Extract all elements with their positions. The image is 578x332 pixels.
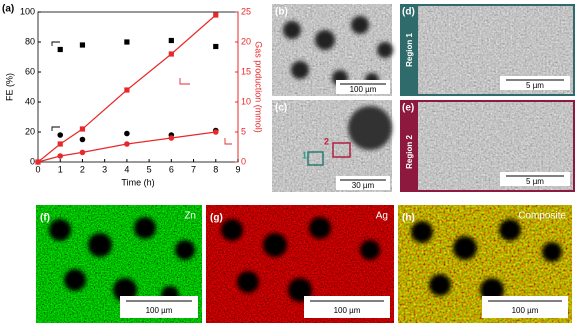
x-tick-label: 7	[191, 164, 196, 174]
square-marker	[57, 141, 63, 147]
square-marker	[168, 51, 174, 57]
square-marker	[213, 12, 219, 18]
series-line	[37, 131, 216, 163]
scale-label: 100 µm	[146, 306, 173, 315]
panel-label: (e)	[402, 103, 414, 114]
pointer-arrow	[51, 41, 60, 46]
y2-tick-label: 10	[241, 96, 251, 106]
x-tick-label: 0	[35, 164, 40, 174]
y-tick-label: 0	[30, 156, 35, 166]
scale-label: 100 µm	[512, 306, 539, 315]
circle-marker	[168, 135, 175, 141]
scale-label: 100 µm	[334, 306, 361, 315]
circle-marker	[79, 136, 86, 143]
series-line	[37, 14, 217, 163]
square-marker	[79, 126, 86, 132]
panel-label: (a)	[2, 4, 14, 15]
y2-axis-title: Gas production (mmol)	[254, 41, 264, 133]
eds-panel-f: 100 µm (f) Zn	[36, 205, 202, 323]
x-tick-label: 4	[124, 164, 129, 174]
panel-label: (b)	[275, 7, 288, 18]
region-marker: 2	[324, 136, 329, 146]
scale-label: 5 µm	[526, 177, 544, 186]
y-axis-title: FE (%)	[4, 73, 14, 101]
scale-label: 5 µm	[526, 81, 544, 90]
sem-panel-c: 1 2 30 µm (c)	[272, 100, 392, 192]
element-label: Ag	[376, 211, 388, 222]
sem-panel-b: 100 µm (b)	[272, 4, 393, 96]
y2-tick-label: 20	[241, 36, 251, 46]
sem-panel-e: Region 2 5 µm (e)	[400, 100, 575, 192]
x-tick-label: 6	[169, 164, 174, 174]
circle-marker	[57, 132, 64, 138]
square-marker	[57, 46, 63, 53]
x-tick-label: 8	[213, 164, 218, 174]
panel-label: (d)	[402, 7, 415, 18]
scale-label: 30 µm	[352, 181, 375, 190]
region-marker: 1	[302, 150, 307, 160]
pores	[49, 217, 195, 304]
eds-panel-g: 100 µm (g) Ag	[206, 205, 394, 323]
square-marker	[213, 43, 219, 50]
y-tick-label: 60	[25, 66, 35, 76]
square-marker	[124, 87, 130, 93]
plot-frame	[37, 11, 239, 163]
y2-tick-label: 15	[241, 66, 251, 76]
y2-tick-label: 5	[241, 126, 246, 136]
x-tick-label: 3	[102, 164, 107, 174]
panel-label: (c)	[275, 103, 287, 114]
circle-marker	[212, 129, 219, 135]
chart-panel: (a)0 1 2 3 4 5 6 7 8 90204060801000510152025Time …	[2, 4, 264, 188]
region-box-2	[332, 142, 351, 158]
pointer-arrow	[51, 126, 60, 131]
x-axis-title: Time (h)	[121, 177, 154, 187]
pointer-arrow	[179, 78, 190, 85]
element-label: Composite	[518, 211, 566, 222]
square-marker	[168, 37, 174, 44]
scale-label: 100 µm	[350, 85, 377, 94]
panel-label: (h)	[402, 213, 415, 224]
square-marker	[124, 39, 130, 45]
pores	[411, 219, 562, 302]
element-label: Zn	[184, 211, 196, 222]
x-tick-label: 5	[147, 164, 152, 174]
region-box-1	[307, 151, 324, 166]
sem-panel-d: Region 1 5 µm (d)	[400, 4, 575, 96]
y-tick-label: 20	[25, 126, 35, 136]
panel-label: (g)	[210, 213, 223, 224]
circle-marker	[57, 153, 64, 159]
square-marker	[79, 42, 86, 48]
circle-marker	[79, 149, 86, 156]
x-tick-label: 1	[58, 164, 63, 174]
eds-panel-h: 100 µm (h) Composite	[398, 205, 572, 323]
region-label: Region 2	[405, 135, 414, 169]
circle-marker	[35, 159, 41, 165]
panel-label: (f)	[40, 213, 50, 224]
y2-tick-label: 25	[241, 6, 251, 16]
y-tick-label: 100	[20, 6, 35, 16]
pointer-arrow	[224, 138, 232, 145]
x-tick-label: 9	[235, 164, 240, 174]
y2-tick-label: 0	[241, 156, 246, 166]
y-tick-label: 40	[25, 96, 35, 106]
region-label: Region 1	[405, 33, 414, 67]
x-tick-label: 2	[80, 164, 85, 174]
pore	[348, 106, 392, 150]
circle-marker	[124, 130, 130, 137]
circle-marker	[124, 141, 130, 147]
y-tick-label: 80	[25, 36, 35, 46]
pores	[221, 217, 380, 302]
